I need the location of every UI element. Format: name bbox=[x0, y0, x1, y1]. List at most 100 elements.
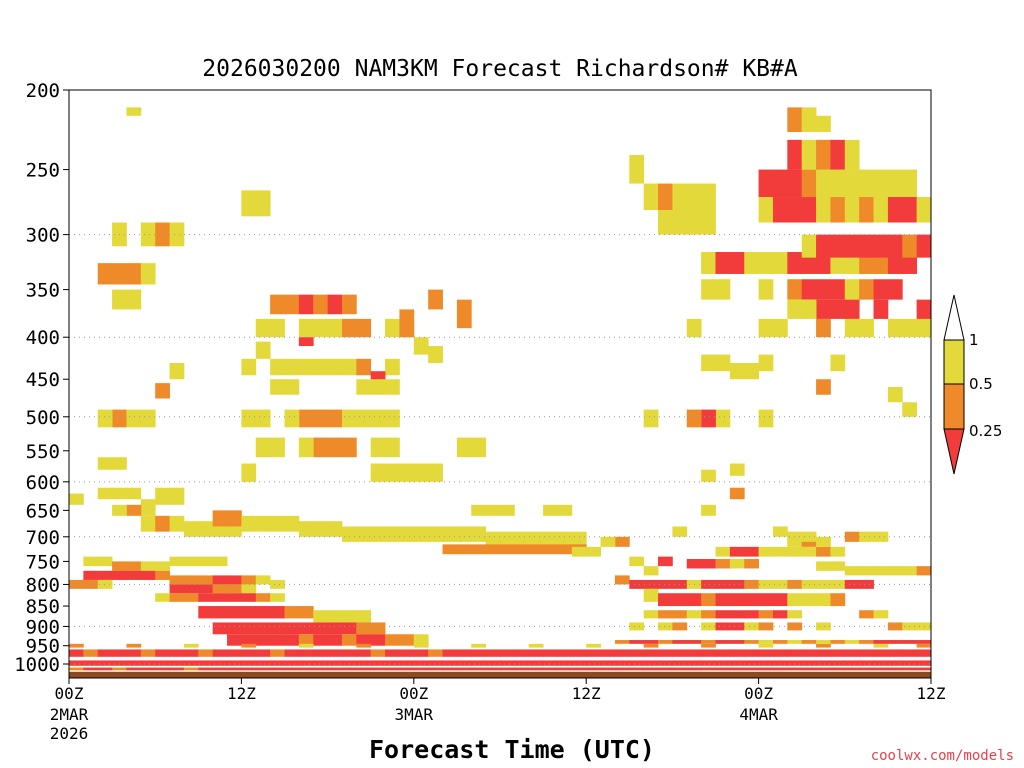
heat-cell bbox=[701, 409, 716, 428]
heat-cell bbox=[701, 649, 716, 657]
heat-cell bbox=[686, 210, 702, 235]
heat-cell bbox=[543, 544, 558, 555]
legend-label: 1 bbox=[969, 331, 979, 349]
heat-cell bbox=[715, 667, 731, 671]
heat-cell bbox=[701, 640, 716, 644]
heat-cell bbox=[485, 649, 501, 657]
heat-cell bbox=[887, 279, 903, 300]
heat-cell bbox=[744, 660, 759, 666]
heat-cell bbox=[844, 640, 860, 644]
heat-cell bbox=[485, 660, 501, 666]
heat-cell bbox=[787, 610, 803, 619]
heat-cell bbox=[672, 667, 688, 671]
heat-cell bbox=[399, 309, 415, 338]
heat-cell bbox=[198, 584, 214, 594]
heat-cell bbox=[183, 649, 199, 657]
heat-cell bbox=[830, 139, 846, 170]
heat-cell bbox=[528, 544, 544, 555]
heat-cell bbox=[313, 409, 328, 428]
heat-cell bbox=[140, 409, 156, 428]
heat-cell bbox=[586, 649, 601, 657]
heat-cell bbox=[270, 318, 285, 338]
heat-cell bbox=[83, 660, 99, 666]
heat-cell bbox=[198, 593, 214, 602]
heat-cell bbox=[873, 169, 889, 198]
heat-cell bbox=[614, 660, 630, 666]
heat-cell bbox=[442, 660, 458, 666]
heat-cell bbox=[629, 556, 645, 567]
heat-cell bbox=[140, 222, 156, 247]
heat-cell bbox=[873, 279, 889, 300]
heat-cell bbox=[643, 409, 659, 428]
heat-cell bbox=[830, 197, 846, 223]
heat-cell bbox=[514, 544, 530, 555]
heat-cell bbox=[126, 409, 142, 428]
heat-cell bbox=[69, 660, 84, 666]
heat-cell bbox=[428, 667, 443, 671]
y-tick-label: 400 bbox=[26, 327, 60, 349]
heat-cell bbox=[887, 649, 903, 657]
heat-cell bbox=[729, 579, 745, 589]
heat-cell bbox=[155, 222, 170, 247]
heat-cell bbox=[514, 660, 530, 666]
heat-cell bbox=[729, 487, 745, 500]
heat-cell bbox=[270, 649, 285, 657]
heat-cell bbox=[255, 341, 271, 359]
heat-cell bbox=[844, 660, 860, 666]
heat-cell bbox=[155, 383, 170, 399]
heat-cell bbox=[658, 610, 673, 619]
heat-cell bbox=[112, 561, 127, 571]
heat-cell bbox=[399, 526, 415, 542]
heat-cell bbox=[241, 584, 257, 594]
heat-cell bbox=[701, 660, 716, 666]
heat-cell bbox=[183, 593, 199, 602]
heat-cell bbox=[816, 643, 831, 648]
heat-cell bbox=[341, 294, 357, 315]
x-tick-label: 00Z bbox=[399, 684, 428, 703]
heat-cell bbox=[772, 660, 788, 666]
y-tick-label: 350 bbox=[26, 280, 60, 302]
heat-cell bbox=[385, 379, 400, 395]
heat-cell bbox=[284, 515, 300, 532]
heat-cell bbox=[69, 643, 84, 648]
heat-cell bbox=[729, 649, 745, 657]
heat-cell bbox=[126, 487, 142, 500]
heat-cell bbox=[844, 299, 860, 319]
heat-cell bbox=[385, 318, 400, 338]
heat-cell bbox=[758, 279, 774, 300]
heat-cell bbox=[370, 379, 386, 395]
heat-cell bbox=[629, 640, 645, 644]
heat-cell bbox=[255, 593, 271, 602]
heat-cell bbox=[787, 299, 803, 319]
heat-cell bbox=[298, 409, 314, 428]
heat-cell bbox=[629, 660, 645, 666]
heat-cell bbox=[385, 634, 400, 646]
heat-cell bbox=[471, 649, 487, 657]
heat-cell bbox=[370, 437, 386, 458]
heat-cell bbox=[801, 649, 817, 657]
heat-cell bbox=[140, 515, 156, 532]
heat-cell bbox=[284, 409, 300, 428]
heat-cell bbox=[701, 667, 716, 671]
heat-cell bbox=[399, 667, 415, 671]
heat-cell bbox=[701, 643, 716, 648]
heat-cell bbox=[686, 593, 702, 607]
heat-cell bbox=[198, 649, 214, 657]
heat-cell bbox=[356, 318, 372, 338]
heat-cell bbox=[270, 634, 285, 646]
heat-cell bbox=[830, 234, 846, 258]
heat-cell bbox=[801, 667, 817, 671]
heat-cell bbox=[471, 667, 487, 671]
heat-cell bbox=[873, 197, 889, 223]
heat-cell bbox=[428, 289, 443, 310]
heat-cell bbox=[413, 337, 429, 355]
heat-cell bbox=[356, 649, 372, 657]
heat-cell bbox=[772, 649, 788, 657]
heat-cell bbox=[859, 234, 874, 258]
heat-cell bbox=[859, 667, 874, 671]
heat-cell bbox=[902, 169, 918, 198]
heat-cell bbox=[126, 504, 142, 516]
heat-cell bbox=[227, 660, 242, 666]
heat-cell bbox=[586, 546, 601, 557]
heat-cell bbox=[830, 667, 846, 671]
